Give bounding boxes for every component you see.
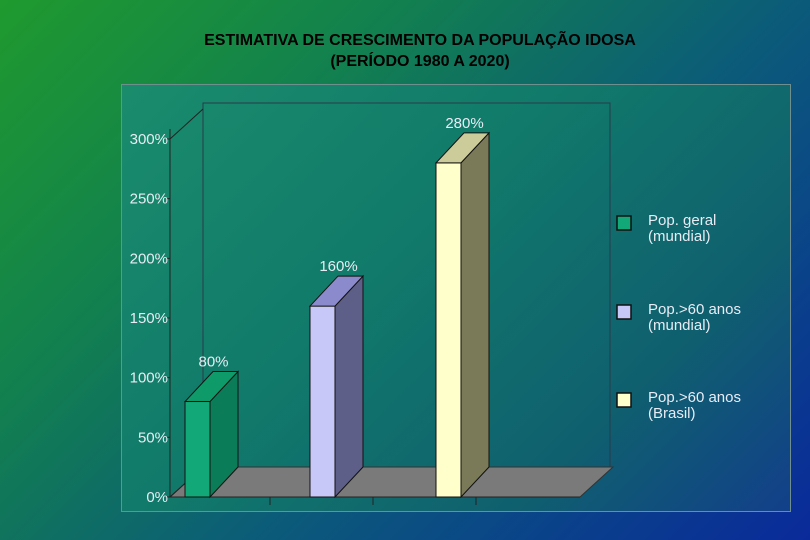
legend-label: (mundial)	[648, 317, 711, 334]
bar-front	[184, 401, 211, 498]
bar-top	[183, 371, 240, 403]
legend-swatch	[616, 215, 632, 231]
side-wall-edge	[169, 108, 204, 140]
y-tick-label: 300%	[130, 131, 168, 148]
legend-label: Pop.>60 anos	[648, 301, 741, 318]
bar-front	[435, 162, 462, 498]
legend-label: Pop. geral	[648, 212, 716, 229]
bars: 80% 160% 280%	[183, 115, 491, 499]
legend-label: (Brasil)	[648, 405, 696, 422]
legend-swatch	[616, 304, 632, 320]
bar-side	[460, 131, 490, 499]
y-tick-label: 150%	[130, 310, 168, 327]
y-tick-label: 250%	[130, 191, 168, 208]
bar-top	[308, 275, 365, 307]
back-wall	[202, 102, 611, 468]
legend-swatch	[616, 392, 632, 408]
bar-front	[309, 305, 336, 498]
bar-data-label: 280%	[445, 115, 483, 132]
y-tick-label: 100%	[130, 370, 168, 387]
chart-title: ESTIMATIVA DE CRESCIMENTO DA POPULAÇÃO I…	[0, 30, 810, 72]
y-tick-label: 200%	[130, 250, 168, 267]
y-tick-label: 0%	[146, 489, 168, 506]
y-tick-label: 50%	[138, 429, 168, 446]
chart-title-line-2: (PERÍODO 1980 A 2020)	[330, 53, 510, 70]
legend-label: (mundial)	[648, 228, 711, 245]
bar-data-label: 80%	[198, 354, 228, 371]
legend-label: Pop.>60 anos	[648, 389, 741, 406]
bar-top	[434, 132, 491, 164]
chart-title-line-1: ESTIMATIVA DE CRESCIMENTO DA POPULAÇÃO I…	[204, 32, 636, 49]
bar-side	[334, 274, 364, 499]
floor	[168, 466, 615, 498]
legend: Pop. geral(mundial)Pop.>60 anos(mundial)…	[616, 212, 741, 422]
bar-data-label: 160%	[319, 258, 357, 275]
y-axis: 0% 50% 100% 150% 200% 250% 300%	[130, 131, 477, 506]
